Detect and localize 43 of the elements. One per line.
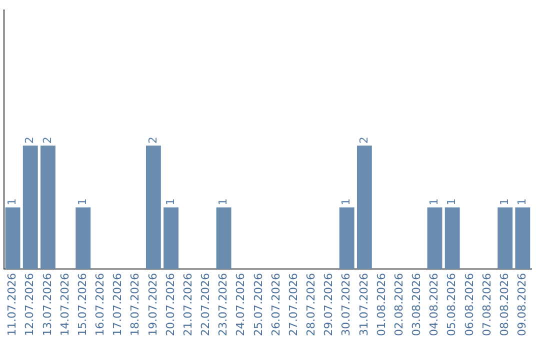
x-tick-label: 01.08.2026 bbox=[374, 273, 388, 336]
x-tick-label: 14.07.2026 bbox=[58, 273, 72, 336]
data-label: 1 bbox=[6, 198, 19, 206]
x-tick-label: 17.07.2026 bbox=[111, 273, 124, 336]
x-tick-label: 12.07.2026 bbox=[23, 273, 36, 336]
data-label: 1 bbox=[76, 198, 89, 206]
data-label: 2 bbox=[40, 136, 54, 144]
x-tick-label: 09.08.2026 bbox=[516, 273, 529, 336]
x-tick-label: 03.08.2026 bbox=[410, 273, 424, 336]
data-label: 2 bbox=[23, 136, 36, 144]
x-tick-label: 30.07.2026 bbox=[340, 273, 353, 336]
x-tick-label: 25.07.2026 bbox=[252, 273, 265, 336]
x-tick-label: 07.08.2026 bbox=[480, 273, 494, 336]
data-label: 1 bbox=[445, 198, 458, 206]
x-tick-label: 19.07.2026 bbox=[146, 273, 160, 336]
x-tick-label: 21.07.2026 bbox=[181, 273, 194, 336]
x-tick-label: 26.07.2026 bbox=[269, 273, 282, 336]
x-tick-label: 31.07.2026 bbox=[357, 273, 370, 336]
data-label: 1 bbox=[516, 198, 529, 206]
x-tick-label: 27.07.2026 bbox=[286, 273, 300, 336]
data-label: 1 bbox=[498, 198, 511, 206]
x-tick-label: 02.08.2026 bbox=[392, 273, 406, 336]
x-tick-label: 04.08.2026 bbox=[428, 273, 441, 336]
x-tick-label: 29.07.2026 bbox=[322, 273, 336, 336]
x-tick-label: 24.07.2026 bbox=[234, 273, 248, 336]
x-tick-label: 20.07.2026 bbox=[164, 273, 177, 336]
x-tick-label: 15.07.2026 bbox=[76, 273, 89, 336]
data-label: 1 bbox=[428, 198, 441, 206]
x-tick-label: 23.07.2026 bbox=[216, 273, 230, 336]
x-tick-label: 18.07.2026 bbox=[128, 273, 142, 336]
x-tick-label: 13.07.2026 bbox=[40, 273, 54, 336]
data-label: 1 bbox=[216, 198, 230, 206]
data-label: 1 bbox=[340, 198, 353, 206]
x-tick-label: 05.08.2026 bbox=[445, 273, 458, 336]
x-tick-label: 22.07.2026 bbox=[199, 273, 212, 336]
data-label: 1 bbox=[164, 198, 177, 206]
x-tick-label: 28.07.2026 bbox=[304, 273, 318, 336]
x-tick-label: 08.08.2026 bbox=[498, 273, 511, 336]
x-tick-label: 06.08.2026 bbox=[462, 273, 476, 336]
x-tick-label: 16.07.2026 bbox=[94, 273, 107, 336]
data-label: 2 bbox=[146, 136, 160, 144]
x-tick-label: 11.07.2026 bbox=[6, 273, 19, 336]
data-label: 2 bbox=[357, 136, 370, 144]
